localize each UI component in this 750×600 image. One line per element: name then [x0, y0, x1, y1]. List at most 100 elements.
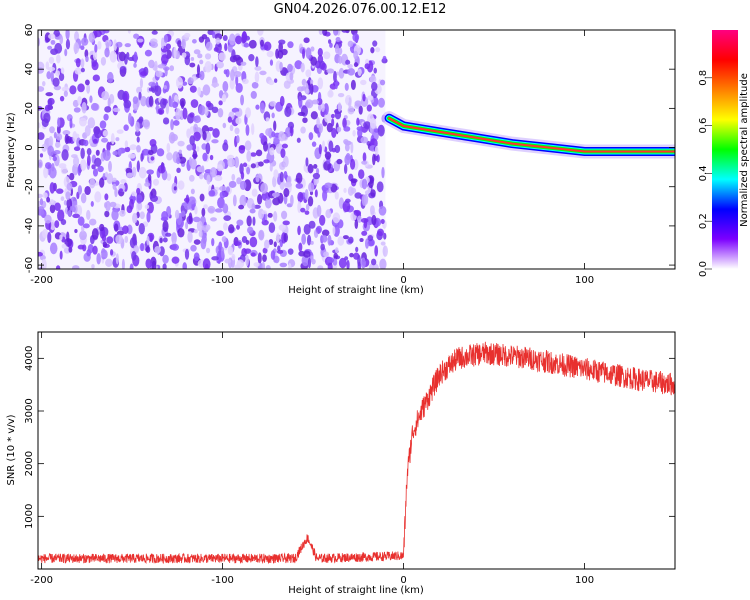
- noise-blob: [61, 243, 67, 249]
- noise-blob: [336, 158, 343, 165]
- colorbar-tick-label: 0.0: [698, 261, 709, 277]
- noise-blob: [65, 191, 71, 201]
- noise-blob: [278, 42, 283, 53]
- noise-blob: [269, 100, 277, 107]
- noise-blob: [370, 205, 375, 215]
- noise-blob: [113, 223, 119, 232]
- noise-blob: [233, 241, 242, 246]
- noise-blob: [110, 249, 114, 256]
- noise-blob: [92, 168, 99, 177]
- spectrogram-x-tick-label: -100: [211, 275, 234, 286]
- noise-blob: [260, 182, 268, 194]
- noise-blob: [102, 241, 108, 248]
- spectrogram-y-tick-label: -40: [24, 218, 35, 234]
- noise-blob: [125, 167, 133, 174]
- noise-blob: [136, 160, 140, 173]
- noise-blob: [289, 72, 294, 81]
- noise-blob: [243, 42, 250, 48]
- noise-blob: [77, 185, 83, 195]
- noise-blob: [334, 191, 339, 200]
- snr-panel: -200 -100 0 100 1000 2000 3000 4000 Height of s…: [6, 331, 676, 596]
- noise-blob: [119, 188, 123, 193]
- spectrogram-x-tick-label: -200: [30, 275, 53, 286]
- noise-blob: [146, 235, 150, 246]
- noise-blob: [122, 225, 129, 235]
- noise-blob: [190, 188, 195, 195]
- noise-blob: [211, 256, 220, 261]
- noise-blob: [250, 252, 256, 257]
- noise-blob: [344, 143, 350, 152]
- noise-blob: [352, 130, 356, 137]
- noise-blob: [38, 67, 44, 74]
- noise-blob: [115, 41, 123, 48]
- noise-blob: [124, 43, 131, 48]
- noise-blob: [148, 149, 154, 156]
- noise-blob: [121, 258, 125, 269]
- noise-blob: [199, 193, 205, 202]
- noise-blob: [279, 95, 285, 107]
- noise-blob: [104, 210, 110, 218]
- noise-blob: [191, 39, 197, 44]
- noise-blob: [192, 150, 198, 160]
- noise-blob: [47, 45, 53, 50]
- noise-blob: [69, 118, 73, 129]
- noise-blob: [240, 171, 245, 180]
- noise-blob: [327, 234, 332, 246]
- noise-blob: [333, 252, 339, 260]
- noise-blob: [249, 236, 258, 248]
- noise-blob: [286, 175, 292, 185]
- noise-blob: [60, 218, 67, 226]
- noise-blob: [370, 46, 375, 54]
- noise-blob: [359, 238, 364, 243]
- noise-blob: [82, 244, 87, 252]
- noise-blob: [199, 59, 204, 65]
- noise-blob: [80, 192, 87, 204]
- noise-blob: [323, 251, 329, 258]
- noise-blob: [169, 65, 175, 72]
- noise-blob: [193, 229, 198, 234]
- noise-blob: [48, 33, 56, 40]
- noise-blob: [54, 220, 60, 228]
- noise-blob: [57, 209, 65, 222]
- noise-blob: [367, 95, 374, 101]
- colorbar-gradient: [712, 30, 738, 269]
- noise-blob: [198, 173, 204, 180]
- noise-blob: [145, 246, 151, 253]
- noise-blob: [248, 39, 257, 49]
- spectrogram-frame: [37, 29, 676, 270]
- noise-blob: [238, 204, 245, 210]
- noise-blob: [251, 203, 256, 211]
- spectrogram-x-tick-label: 0: [400, 275, 406, 286]
- noise-blob: [38, 159, 43, 169]
- noise-blob: [79, 230, 87, 241]
- noise-blob: [364, 63, 370, 70]
- noise-blob: [55, 70, 61, 77]
- noise-blob: [250, 163, 256, 169]
- noise-blob: [50, 219, 56, 231]
- noise-blob: [323, 51, 331, 60]
- noise-blob: [245, 124, 250, 136]
- noise-blob: [344, 82, 349, 91]
- noise-blob: [246, 166, 251, 175]
- noise-blob: [59, 250, 63, 260]
- noise-blob: [294, 60, 303, 70]
- noise-blob: [201, 165, 205, 174]
- noise-blob: [90, 200, 94, 207]
- noise-blob: [328, 140, 334, 153]
- noise-blob: [245, 239, 250, 245]
- noise-blob: [276, 249, 284, 254]
- noise-blob: [108, 160, 112, 173]
- noise-blob: [66, 182, 73, 191]
- noise-blob: [216, 61, 224, 69]
- noise-blob: [131, 191, 137, 197]
- noise-blob: [239, 194, 247, 207]
- noise-blob: [345, 97, 350, 104]
- noise-blob: [202, 234, 207, 244]
- colorbar: 0.0 0.2 0.4 0.6 0.8 Normalized spectral ampl…: [698, 30, 750, 277]
- noise-blob: [268, 239, 274, 245]
- noise-blob: [356, 215, 362, 223]
- noise-blob: [163, 34, 169, 43]
- noise-blob: [251, 188, 258, 197]
- noise-blob: [369, 75, 377, 84]
- noise-blob: [350, 141, 354, 154]
